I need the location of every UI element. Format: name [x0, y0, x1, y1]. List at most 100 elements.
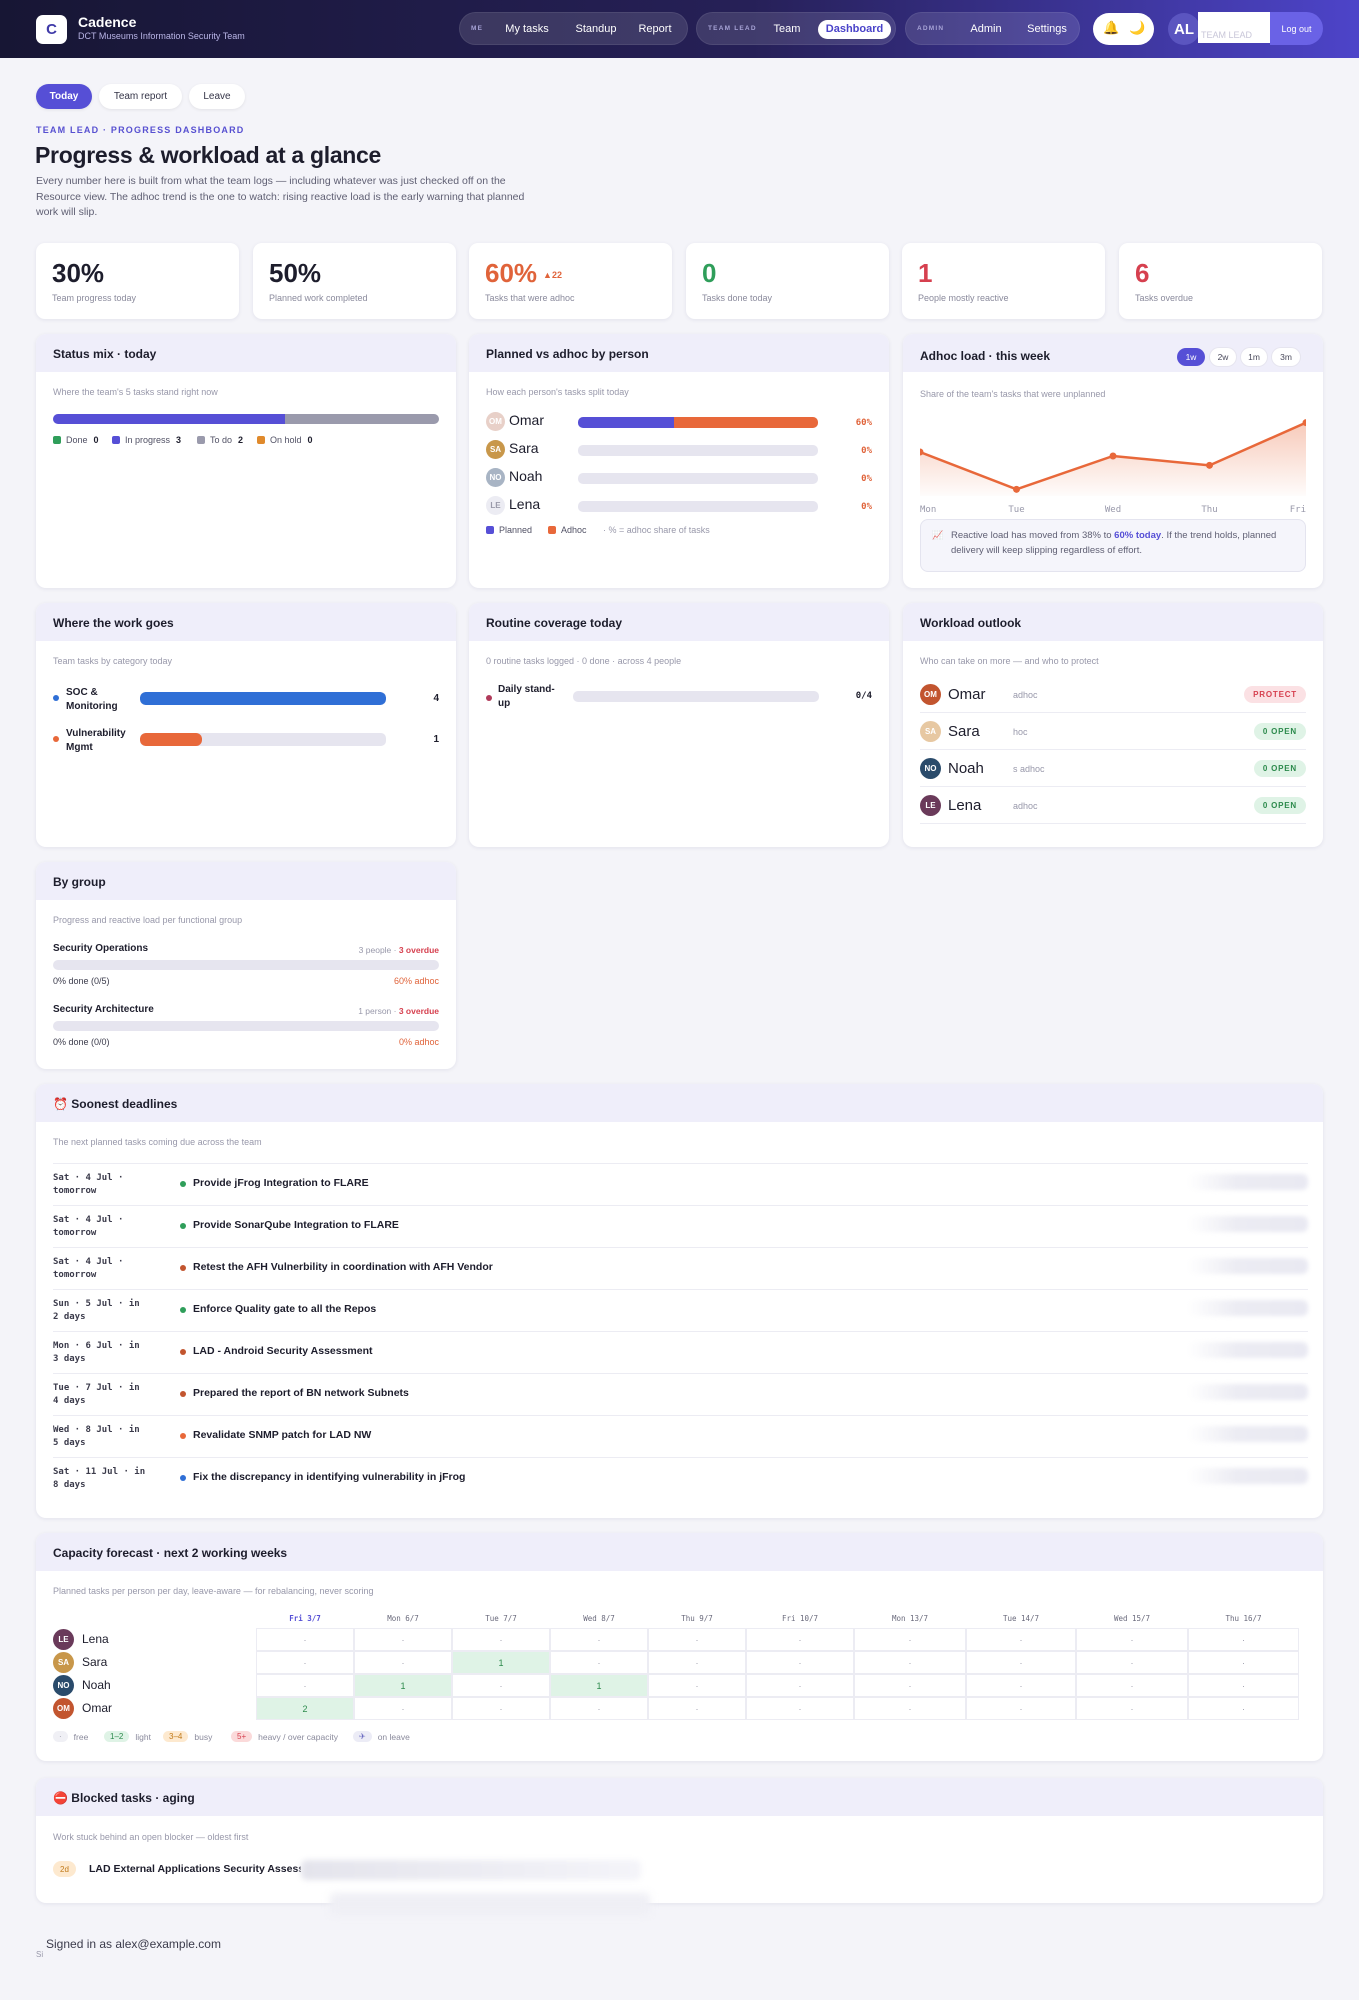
deadline-row[interactable]: Sun · 5 Jul · in 2 days Enforce Quality g…: [53, 1289, 1308, 1331]
capacity-cell[interactable]: ·: [854, 1651, 966, 1674]
user-avatar[interactable]: AL: [1168, 13, 1200, 45]
range-1w[interactable]: 1w: [1177, 348, 1205, 366]
deadline-row[interactable]: Mon · 6 Jul · in 3 days LAD - Android Sec…: [53, 1331, 1308, 1373]
capacity-cell[interactable]: ·: [550, 1697, 648, 1720]
nav-report[interactable]: Report: [638, 23, 672, 35]
capacity-cell[interactable]: ·: [550, 1651, 648, 1674]
capacity-cell[interactable]: ·: [256, 1674, 354, 1697]
person-name: Sara: [509, 440, 539, 456]
capacity-cell[interactable]: ·: [746, 1674, 854, 1697]
capacity-cell[interactable]: ·: [1188, 1674, 1299, 1697]
deadline-row[interactable]: Sat · 4 Jul · tomorrow Retest the AFH Vul…: [53, 1247, 1308, 1289]
capacity-cell[interactable]: 1: [550, 1674, 648, 1697]
person-avatar: LE: [920, 795, 941, 816]
kpi-value: 6: [1135, 258, 1150, 288]
capacity-cell[interactable]: ·: [746, 1651, 854, 1674]
by-group-card: By group Progress and reactive load per …: [36, 862, 456, 1069]
capacity-cell[interactable]: ·: [256, 1628, 354, 1651]
capacity-cell[interactable]: ·: [966, 1674, 1076, 1697]
deadline-date: Tue · 7 Jul · in 4 days: [53, 1383, 140, 1406]
range-3m[interactable]: 3m: [1272, 348, 1300, 366]
deadline-title: Retest the AFH Vulnerbility in coordinat…: [193, 1261, 493, 1273]
deadline-row[interactable]: Sat · 4 Jul · tomorrow Provide jFrog Inte…: [53, 1163, 1308, 1205]
capacity-cell[interactable]: 2: [256, 1697, 354, 1720]
capacity-cell[interactable]: ·: [1188, 1651, 1299, 1674]
capacity-cell[interactable]: 1: [452, 1651, 550, 1674]
capacity-cell[interactable]: ·: [452, 1697, 550, 1720]
capacity-cell[interactable]: ·: [1076, 1628, 1188, 1651]
range-1m[interactable]: 1m: [1241, 348, 1267, 366]
kpi-value: 0: [702, 258, 717, 288]
nav-my-tasks[interactable]: My tasks: [505, 23, 549, 35]
capacity-cell[interactable]: ·: [966, 1651, 1076, 1674]
x-tick-label: Thu: [1201, 505, 1217, 514]
work-goes-card: Where the work goes Team tasks by catego…: [36, 603, 456, 847]
capacity-cell[interactable]: ·: [354, 1628, 452, 1651]
deadline-row[interactable]: Tue · 7 Jul · in 4 days Prepared the repo…: [53, 1373, 1308, 1415]
capacity-cell[interactable]: ·: [1076, 1674, 1188, 1697]
capacity-cell[interactable]: ·: [1076, 1697, 1188, 1720]
capacity-cell[interactable]: ·: [648, 1651, 746, 1674]
kpi-label: Team progress today: [52, 293, 137, 303]
adhoc-pct: 60%: [855, 418, 872, 428]
outlook-row[interactable]: OM Omar adhoc PROTECT: [920, 676, 1306, 713]
priority-dot: [180, 1265, 186, 1271]
capacity-cell[interactable]: ·: [746, 1697, 854, 1720]
capacity-cell[interactable]: ·: [648, 1697, 746, 1720]
capacity-cell[interactable]: ·: [1188, 1697, 1299, 1720]
moon-icon[interactable]: 🌙: [1129, 20, 1146, 35]
tab-team-report[interactable]: Team report: [99, 84, 182, 109]
card-subtitle: Share of the team's tasks that were unpl…: [920, 389, 1106, 399]
capacity-cell[interactable]: 1: [354, 1674, 452, 1697]
outlook-row[interactable]: SA Sara hoc 0 OPEN: [920, 713, 1306, 750]
tab-leave[interactable]: Leave: [189, 84, 245, 109]
capacity-cell[interactable]: ·: [452, 1674, 550, 1697]
capacity-cell[interactable]: ·: [648, 1628, 746, 1651]
deadline-row[interactable]: Sat · 11 Jul · in 8 days Fix the discrepa…: [53, 1457, 1308, 1499]
capacity-cell[interactable]: ·: [256, 1651, 354, 1674]
outlook-row[interactable]: NO Noah s adhoc 0 OPEN: [920, 750, 1306, 787]
nav-standup[interactable]: Standup: [575, 23, 617, 35]
capacity-cell[interactable]: ·: [854, 1674, 966, 1697]
capacity-cell[interactable]: ·: [550, 1628, 648, 1651]
person-name: Lena: [509, 496, 541, 512]
x-tick-label: Tue: [1008, 505, 1024, 514]
nav-settings[interactable]: Settings: [1027, 23, 1067, 35]
capacity-cell[interactable]: ·: [966, 1697, 1076, 1720]
bell-icon[interactable]: 🔔: [1103, 20, 1120, 35]
deadline-date: Sun · 5 Jul · in 2 days: [53, 1299, 140, 1322]
blocked-task-title[interactable]: LAD External Applications Security Asses…: [89, 1863, 301, 1875]
nav-admin[interactable]: Admin: [970, 23, 1002, 35]
adhoc-point: [1013, 485, 1020, 493]
card-title: Where the work goes: [53, 616, 174, 630]
capacity-cell[interactable]: ·: [354, 1651, 452, 1674]
nav-dashboard[interactable]: Dashboard: [818, 20, 891, 39]
capacity-cell[interactable]: ·: [648, 1674, 746, 1697]
tab-today[interactable]: Today: [36, 84, 92, 109]
adhoc-pct: 0%: [861, 474, 872, 484]
capacity-cell[interactable]: ·: [354, 1697, 452, 1720]
capacity-cell[interactable]: ·: [854, 1697, 966, 1720]
card-title: Status mix · today: [53, 347, 157, 361]
outlook-row[interactable]: LE Lena adhoc 0 OPEN: [920, 787, 1306, 824]
capacity-cell[interactable]: ·: [746, 1628, 854, 1651]
logout-button[interactable]: Log out: [1270, 12, 1323, 45]
deadline-title: Fix the discrepancy in identifying vulne…: [193, 1471, 466, 1483]
capacity-cell[interactable]: ·: [1076, 1651, 1188, 1674]
capacity-cell[interactable]: ·: [854, 1628, 966, 1651]
x-tick-label: Wed: [1105, 505, 1121, 514]
nav-team[interactable]: Team: [773, 23, 801, 35]
capacity-cell[interactable]: ·: [966, 1628, 1076, 1651]
range-2w[interactable]: 2w: [1210, 348, 1236, 366]
deadline-row[interactable]: Wed · 8 Jul · in 5 days Revalidate SNMP p…: [53, 1415, 1308, 1457]
blur-overlay: [330, 1893, 650, 1915]
day-header: Tue 14/7: [1002, 1614, 1040, 1623]
deadline-assignee-blur: [1188, 1426, 1308, 1442]
card-header: [903, 603, 1323, 641]
capacity-cell[interactable]: ·: [1188, 1628, 1299, 1651]
capacity-cell[interactable]: ·: [452, 1628, 550, 1651]
app-logo[interactable]: C: [36, 15, 67, 44]
routine-coverage-card: Routine coverage today 0 routine tasks l…: [469, 603, 889, 847]
deadline-row[interactable]: Sat · 4 Jul · tomorrow Provide SonarQube …: [53, 1205, 1308, 1247]
capacity-legend-item: ✈ on leave: [353, 1731, 410, 1742]
